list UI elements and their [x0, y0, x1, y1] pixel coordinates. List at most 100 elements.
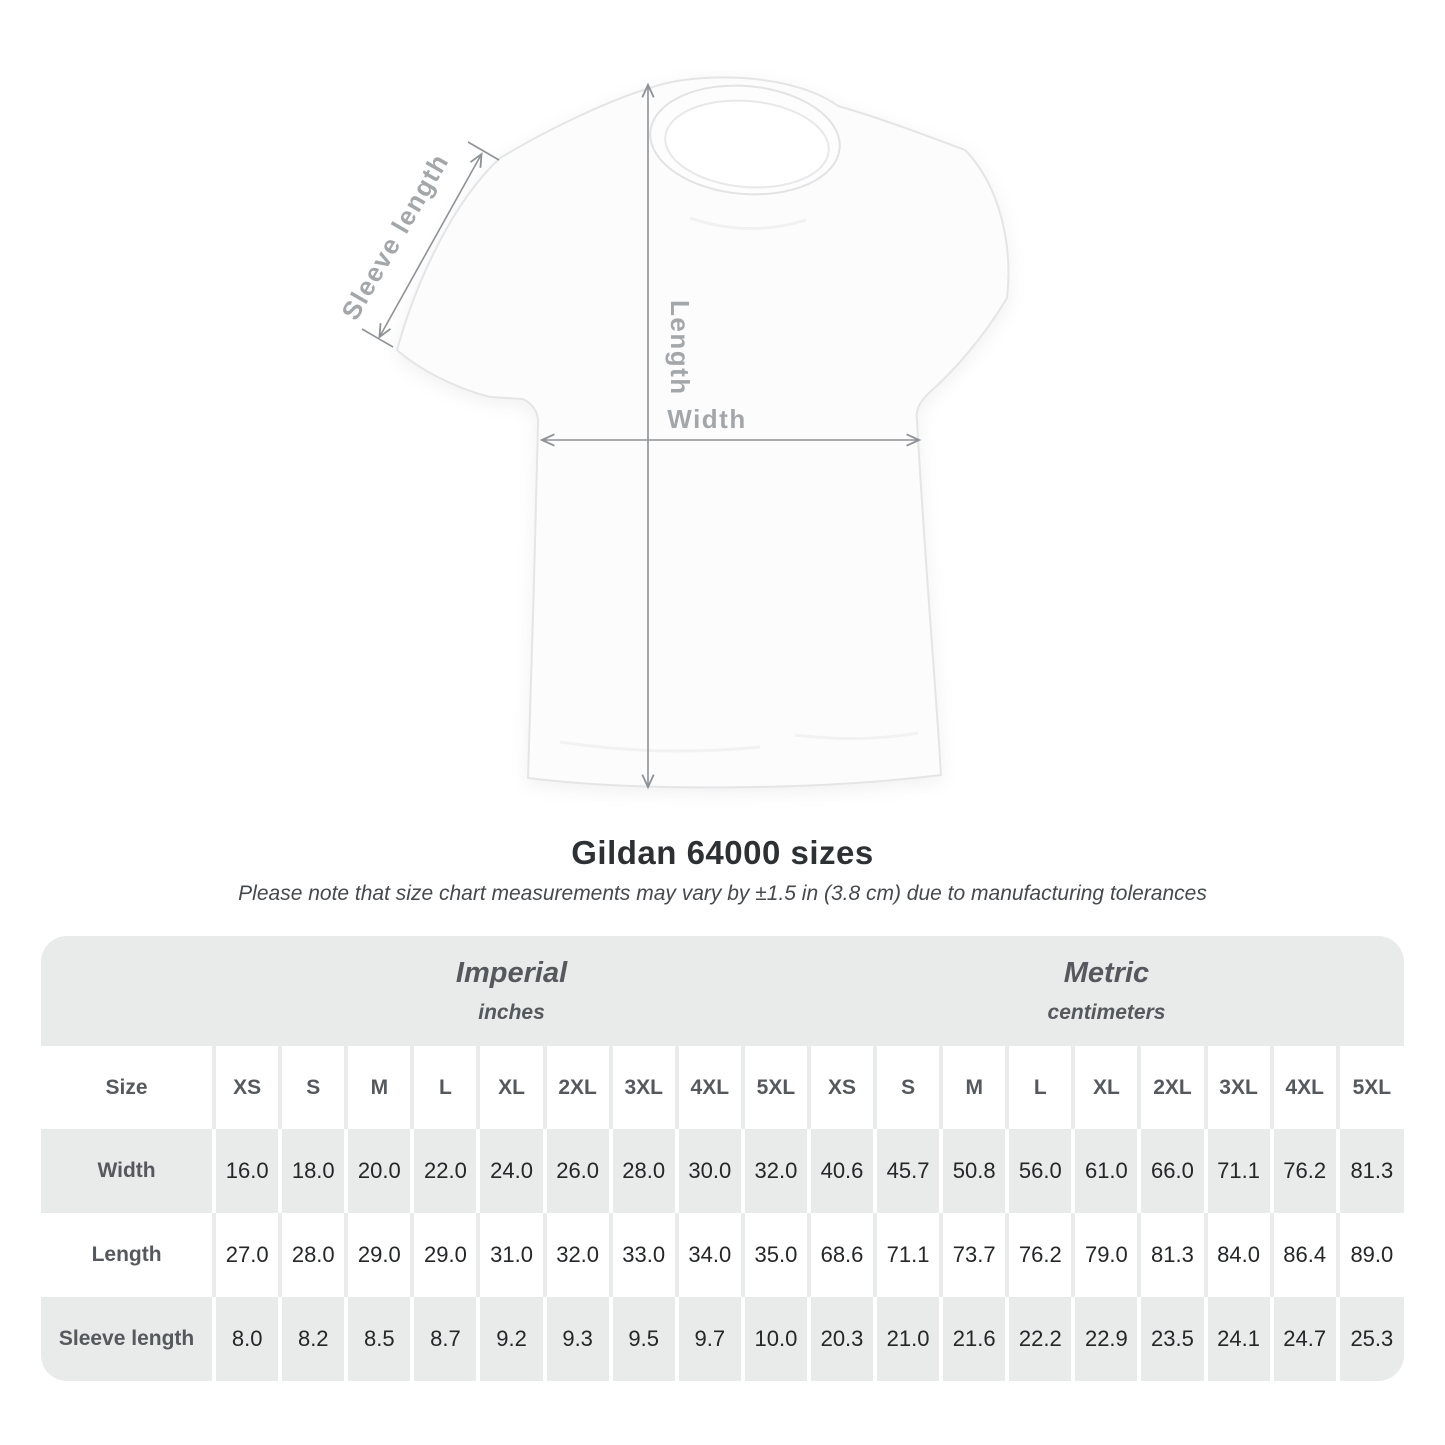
length-value-cell: 71.1 — [873, 1213, 942, 1297]
sleeve-length-value-cell: 9.3 — [542, 1297, 611, 1381]
size-column-header: M — [939, 1046, 1008, 1129]
page-title: Gildan 64000 sizes — [571, 834, 874, 871]
sleeve-length-value-cell: 22.9 — [1071, 1297, 1140, 1381]
size-column-header: S — [873, 1046, 942, 1129]
wrinkle-line — [559, 740, 761, 753]
size-column-header: S — [278, 1046, 347, 1129]
length-value-cell: 81.3 — [1137, 1213, 1206, 1297]
size-column-header: 2XL — [542, 1046, 611, 1129]
size-column-header: XS — [212, 1046, 281, 1129]
size-column-header: XL — [476, 1046, 545, 1129]
sleeve-length-value-cell: 23.5 — [1137, 1297, 1206, 1381]
sleeve-length-arrow — [378, 152, 483, 339]
imperial-title: Imperial — [455, 957, 568, 989]
width-value-cell: 24.0 — [476, 1129, 545, 1213]
length-value-cell: 73.7 — [939, 1213, 1008, 1297]
width-value-cell: 30.0 — [674, 1129, 743, 1213]
length-value-cell: 29.0 — [344, 1213, 413, 1297]
size-column-header: 5XL — [740, 1046, 809, 1129]
sleeve-length-value-cell: 9.2 — [476, 1297, 545, 1381]
sleeve-length-value-cell: 8.7 — [410, 1297, 479, 1381]
tshirt-graphic: Length Width Sleeve length — [335, 76, 1010, 790]
length-value-cell: 29.0 — [410, 1213, 479, 1297]
table-row-length: Length 27.0 28.0 29.0 29.0 31.0 32.0 33.0 34.0 3… — [41, 1213, 1404, 1297]
length-value-cell: 84.0 — [1203, 1213, 1272, 1297]
size-column-header: 4XL — [1269, 1046, 1338, 1129]
unit-header-row: Imperial inches Metric centimeters — [41, 936, 1404, 1046]
sleeve-length-value-cell: 24.1 — [1203, 1297, 1272, 1381]
width-value-cell: 45.7 — [873, 1129, 942, 1213]
row-label-sleeve-length: Sleeve length — [41, 1297, 215, 1381]
width-value-cell: 18.0 — [278, 1129, 347, 1213]
size-column-header: M — [344, 1046, 413, 1129]
width-value-cell: 66.0 — [1137, 1129, 1206, 1213]
size-label: Size — [41, 1046, 215, 1129]
collar — [649, 84, 841, 196]
length-value-cell: 33.0 — [608, 1213, 677, 1297]
wrinkle-line — [689, 216, 807, 231]
sleeve-length-value-cell: 20.3 — [806, 1297, 876, 1381]
tolerance-note: Please note that size chart measurements… — [238, 882, 1207, 905]
width-value-cell: 76.2 — [1269, 1129, 1338, 1213]
width-value-cell: 40.6 — [806, 1129, 876, 1213]
size-column-header: XL — [1071, 1046, 1140, 1129]
length-label: Length — [665, 300, 695, 396]
length-value-cell: 31.0 — [476, 1213, 545, 1297]
length-value-cell: 76.2 — [1005, 1213, 1074, 1297]
imperial-header: Imperial inches — [214, 936, 809, 1046]
sleeve-length-value-cell: 8.0 — [212, 1297, 281, 1381]
length-value-cell: 79.0 — [1071, 1213, 1140, 1297]
width-value-cell: 32.0 — [740, 1129, 809, 1213]
sleeve-length-value-cell: 21.6 — [939, 1297, 1008, 1381]
metric-header: Metric centimeters — [808, 936, 1404, 1046]
width-value-cell: 26.0 — [542, 1129, 611, 1213]
size-column-header: L — [1005, 1046, 1074, 1129]
width-value-cell: 56.0 — [1005, 1129, 1074, 1213]
width-label: Width — [667, 404, 746, 434]
size-column-header: 3XL — [608, 1046, 677, 1129]
row-label-width: Width — [41, 1129, 215, 1213]
width-value-cell: 71.1 — [1203, 1129, 1272, 1213]
sleeve-length-value-cell: 8.2 — [278, 1297, 347, 1381]
size-header-row: Size XS S M L XL 2XL 3XL 4XL 5XL XS S M L XL 2XL 3XL 4XL… — [41, 1046, 1404, 1129]
corner-cell — [41, 936, 215, 1046]
width-value-cell: 28.0 — [608, 1129, 677, 1213]
length-value-cell: 89.0 — [1335, 1213, 1404, 1297]
length-value-cell: 86.4 — [1269, 1213, 1338, 1297]
sleeve-extension-tick — [467, 141, 500, 161]
sleeve-length-value-cell: 9.5 — [608, 1297, 677, 1381]
length-value-cell: 68.6 — [806, 1213, 876, 1297]
width-value-cell: 16.0 — [212, 1129, 281, 1213]
size-chart-table: Imperial inches Metric centimeters Size … — [41, 936, 1404, 1381]
length-value-cell: 34.0 — [674, 1213, 743, 1297]
row-label-length: Length — [41, 1213, 215, 1297]
size-column-header: 5XL — [1335, 1046, 1404, 1129]
table-row-width: Width 16.0 18.0 20.0 22.0 24.0 26.0 28.0 30.0 32… — [41, 1129, 1404, 1213]
width-value-cell: 61.0 — [1071, 1129, 1140, 1213]
sleeve-length-value-cell: 25.3 — [1335, 1297, 1404, 1381]
sleeve-length-value-cell: 9.7 — [674, 1297, 743, 1381]
tshirt-silhouette — [395, 76, 1010, 789]
size-column-header: 2XL — [1137, 1046, 1206, 1129]
width-value-cell: 20.0 — [344, 1129, 413, 1213]
length-value-cell: 35.0 — [740, 1213, 809, 1297]
imperial-unit: inches — [478, 1001, 545, 1024]
sleeve-extension-tick — [361, 328, 394, 348]
width-value-cell: 50.8 — [939, 1129, 1008, 1213]
sleeve-length-value-cell: 10.0 — [740, 1297, 809, 1381]
length-value-cell: 32.0 — [542, 1213, 611, 1297]
length-value-cell: 27.0 — [212, 1213, 281, 1297]
width-value-cell: 81.3 — [1335, 1129, 1404, 1213]
size-chart: Imperial inches Metric centimeters Size … — [41, 936, 1404, 1381]
size-column-header: L — [410, 1046, 479, 1129]
length-value-cell: 28.0 — [278, 1213, 347, 1297]
sleeve-length-value-cell: 22.2 — [1005, 1297, 1074, 1381]
metric-title: Metric — [1063, 957, 1150, 989]
size-column-header: 4XL — [674, 1046, 743, 1129]
wrinkle-line — [794, 731, 919, 741]
size-column-header: 3XL — [1203, 1046, 1272, 1129]
width-value-cell: 22.0 — [410, 1129, 479, 1213]
metric-unit: centimeters — [1047, 1001, 1166, 1024]
tshirt-diagram: Length Width Sleeve length — [335, 76, 1010, 790]
size-column-header: XS — [806, 1046, 876, 1129]
